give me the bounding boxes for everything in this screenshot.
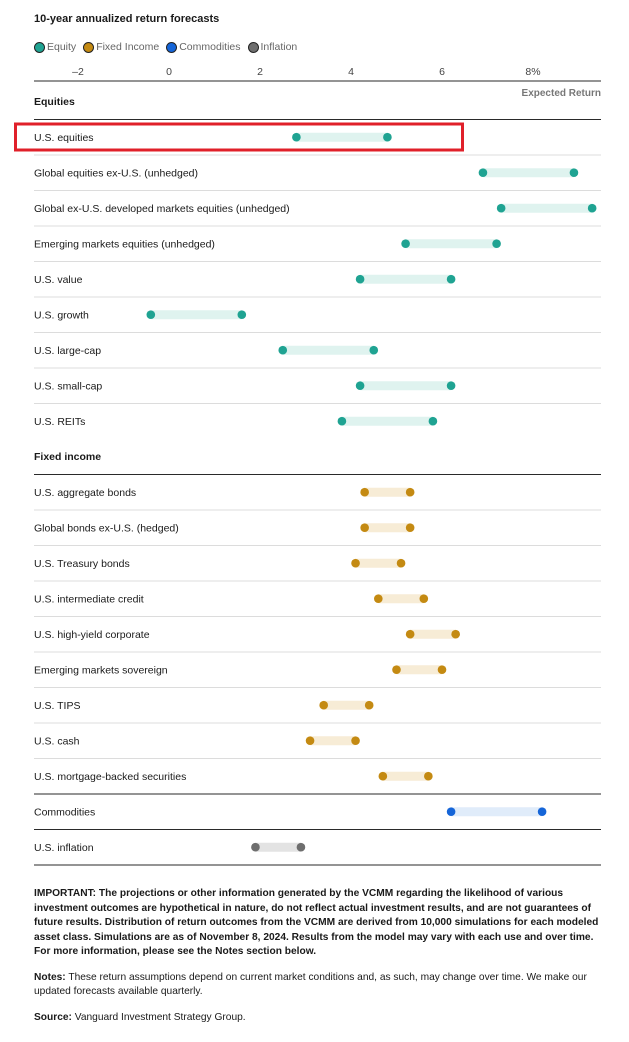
legend-dot-inflation (247, 41, 259, 53)
legend: Equity Fixed Income Commodities Inflatio… (34, 40, 304, 54)
row-label-u-s-tips: U.S. TIPS (34, 700, 81, 712)
low-dot-u-s-inflation (251, 842, 260, 852)
row-label-global-ex-u-s-developed-markets-equities-unhedged: Global ex-U.S. developed markets equitie… (34, 203, 290, 215)
low-dot-u-s-mortgage-backed-securities (378, 771, 388, 781)
tick-label: –2 (72, 66, 84, 78)
high-dot-global-ex-u-s-developed-markets-equities-unhedged (587, 203, 597, 213)
notes-label: Notes: (34, 971, 66, 983)
source-note: Source: Vanguard Investment Strategy Gro… (34, 1011, 604, 1026)
row-label-u-s-inflation: U.S. inflation (34, 842, 94, 854)
high-dot-u-s-value (446, 274, 456, 284)
legend-label-fixed-income: Fixed Income (96, 41, 160, 53)
low-dot-u-s-large-cap (278, 345, 288, 355)
high-dot-u-s-high-yield-corporate (451, 629, 460, 639)
tick-label: 4 (348, 66, 354, 78)
row-label-global-equities-ex-u-s-unhedged: Global equities ex-U.S. (unhedged) (34, 168, 198, 180)
high-dot-u-s-small-cap (446, 381, 456, 391)
range-chart: –2 0 2 4 6 8% Expected Return Equities U.S. equi… (14, 66, 601, 866)
legend-dot-fixed-income (83, 41, 95, 53)
row-label-emerging-markets-equities-unhedged: Emerging markets equities (unhedged) (34, 239, 215, 251)
row-label-u-s-intermediate-credit: U.S. intermediate credit (34, 594, 144, 606)
notes-text: These return assumptions depend on curre… (34, 971, 587, 998)
low-dot-emerging-markets-sovereign (392, 665, 401, 674)
tick-label: 6 (439, 66, 445, 78)
high-dot-u-s-inflation (296, 842, 306, 852)
x-axis-label: Expected Return (522, 88, 601, 99)
low-dot-global-bonds-ex-u-s-hedged (360, 523, 369, 532)
row-label-u-s-mortgage-backed-securities: U.S. mortgage-backed securities (34, 771, 186, 783)
low-dot-global-ex-u-s-developed-markets-equities-unhedged (496, 203, 506, 213)
row-label-u-s-cash: U.S. cash (34, 736, 80, 748)
row-label-u-s-small-cap: U.S. small-cap (34, 381, 102, 393)
low-dot-u-s-high-yield-corporate (405, 629, 415, 639)
group-title-fixed-income: Fixed income (34, 451, 101, 463)
legend-item-fixed-income: Fixed Income (83, 41, 159, 53)
important-note: IMPORTANT: The projections or other info… (34, 887, 604, 960)
high-dot-u-s-intermediate-credit (419, 594, 429, 603)
legend-label-inflation: Inflation (260, 41, 298, 53)
tick-label: 8% (525, 66, 540, 78)
row-label-u-s-growth: U.S. growth (34, 310, 89, 322)
high-dot-global-bonds-ex-u-s-hedged (405, 523, 415, 532)
low-dot-u-s-treasury-bonds (351, 558, 360, 568)
tick-label: 0 (166, 66, 172, 78)
group-title-equities: Equities (34, 96, 75, 108)
highlight-box (14, 122, 464, 152)
low-dot-u-s-tips (319, 700, 329, 710)
row-label-commodities: Commodities (34, 807, 95, 819)
row-label-emerging-markets-sovereign: Emerging markets sovereign (34, 665, 168, 677)
low-dot-u-s-cash (305, 736, 315, 745)
low-dot-u-s-reits (337, 416, 347, 426)
low-dot-global-equities-ex-u-s-unhedged (478, 168, 488, 177)
row-label-u-s-large-cap: U.S. large-cap (34, 345, 101, 357)
notes-note: Notes: These return assumptions depend o… (34, 971, 604, 1000)
high-dot-u-s-tips (364, 700, 374, 710)
row-label-u-s-value: U.S. value (34, 274, 83, 286)
legend-item-inflation: Inflation (247, 41, 298, 53)
row-label-u-s-equities: U.S. equities (34, 132, 94, 144)
row-label-u-s-high-yield-corporate: U.S. high-yield corporate (34, 629, 150, 641)
high-dot-u-s-growth (237, 310, 247, 320)
high-dot-global-equities-ex-u-s-unhedged (569, 168, 579, 177)
source-text: Vanguard Investment Strategy Group. (74, 1011, 246, 1023)
notes-section: IMPORTANT: The projections or other info… (34, 887, 604, 1036)
tick-label: 2 (257, 66, 263, 78)
legend-label-commodities: Commodities (179, 41, 241, 53)
low-dot-u-s-equities (292, 132, 301, 142)
row-label-global-bonds-ex-u-s-hedged: Global bonds ex-U.S. (hedged) (34, 523, 179, 535)
low-dot-u-s-value (355, 274, 365, 284)
row-label-u-s-reits: U.S. REITs (34, 416, 85, 428)
high-dot-emerging-markets-equities-unhedged (492, 239, 501, 248)
low-dot-u-s-intermediate-credit (374, 594, 383, 603)
high-dot-u-s-aggregate-bonds (405, 487, 415, 497)
high-dot-emerging-markets-sovereign (437, 665, 447, 674)
low-dot-commodities (446, 807, 456, 816)
high-dot-u-s-cash (351, 736, 360, 745)
important-label: IMPORTANT: (34, 888, 97, 899)
high-dot-u-s-mortgage-backed-securities (424, 771, 433, 781)
low-dot-emerging-markets-equities-unhedged (401, 239, 410, 248)
legend-dot-equity (34, 41, 45, 53)
legend-dot-commodities (166, 41, 178, 53)
legend-label-equity: Equity (47, 41, 77, 53)
low-dot-u-s-aggregate-bonds (360, 487, 369, 497)
row-label-u-s-aggregate-bonds: U.S. aggregate bonds (34, 487, 136, 499)
legend-item-commodities: Commodities (166, 41, 241, 53)
high-dot-u-s-equities (383, 132, 392, 142)
high-dot-u-s-reits (428, 416, 438, 426)
low-dot-u-s-growth (146, 310, 156, 320)
low-dot-u-s-small-cap (355, 381, 365, 391)
chart-title: 10-year annualized return forecasts (34, 13, 220, 25)
high-dot-commodities (537, 807, 547, 816)
source-label: Source: (34, 1011, 72, 1023)
row-label-u-s-treasury-bonds: U.S. Treasury bonds (34, 558, 130, 570)
legend-item-equity: Equity (34, 41, 76, 53)
high-dot-u-s-large-cap (369, 345, 379, 355)
high-dot-u-s-treasury-bonds (396, 558, 406, 568)
important-text: The projections or other information gen… (34, 888, 599, 957)
